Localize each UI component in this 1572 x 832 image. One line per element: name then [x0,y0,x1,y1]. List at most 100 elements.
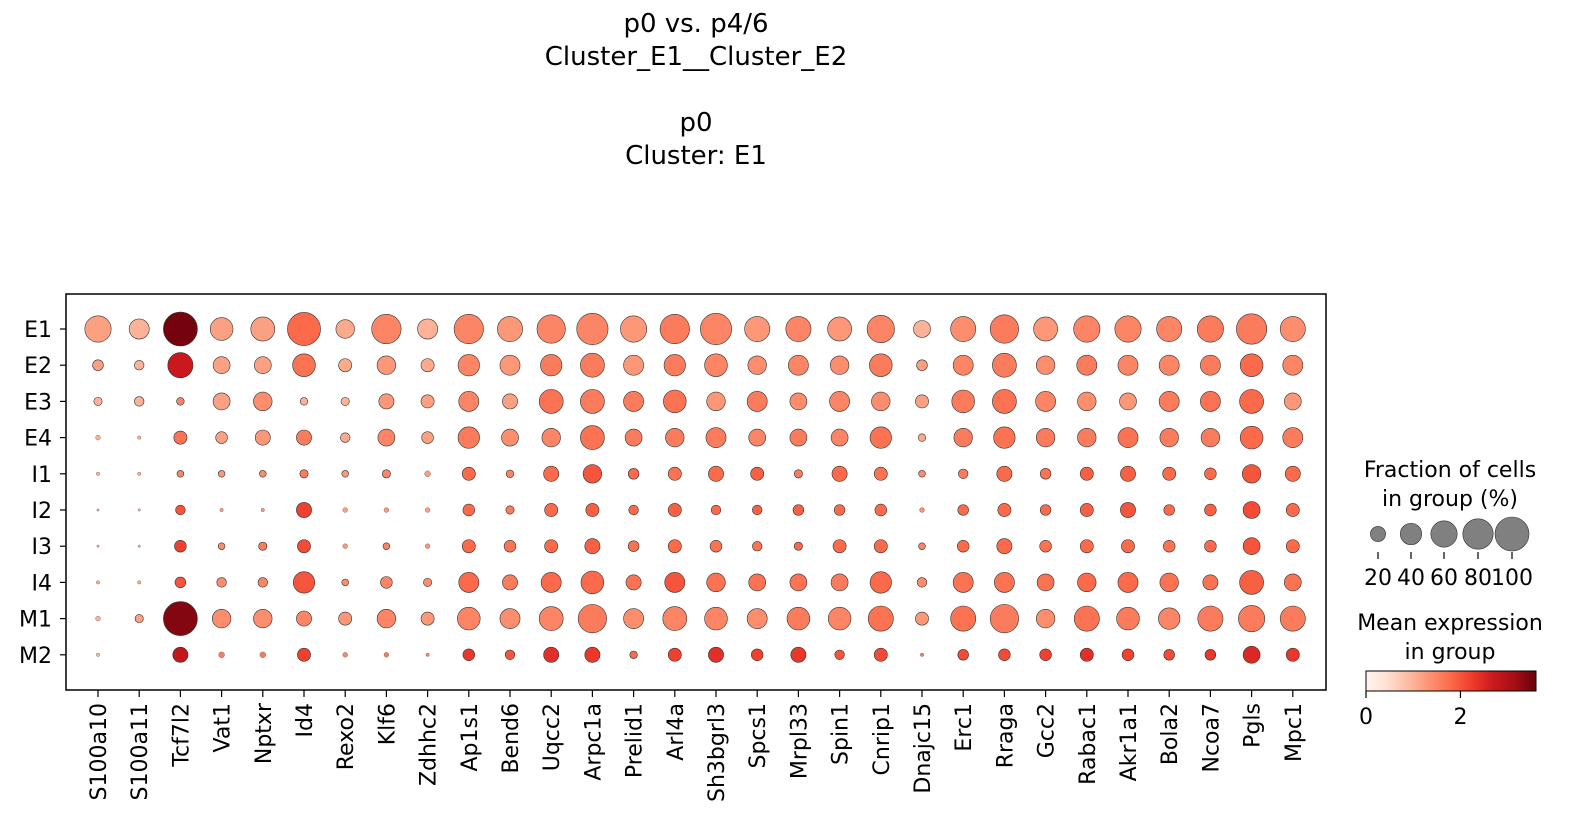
dot-E1-Ncoa7 [1196,315,1224,343]
dot-I2-Ncoa7 [1204,503,1217,517]
dot-E1-Sh3bgrl3 [700,313,732,345]
dot-E2-S100a11 [134,360,145,371]
dot-I1-Rexo2 [341,470,349,478]
dot-M2-Rexo2 [342,652,348,658]
dot-I2-Tcf7l2 [175,504,186,516]
size-legend-title: Fraction of cells in group (%) [1335,456,1565,514]
dot-E3-Prelid1 [623,391,644,412]
title-line-timepoint: p0 [679,108,713,138]
dot-I4-Pgls [1239,570,1264,595]
dot-I3-Spin1 [832,539,847,554]
dot-I4-Uqcc2 [540,572,562,593]
dot-E2-Prelid1 [623,354,644,376]
dot-E3-Zdhhc2 [420,394,435,409]
dot-E3-Ap1s1 [458,391,480,412]
dot-E2-Sh3bgrl3 [704,353,728,377]
dot-I2-Uqcc2 [544,503,559,517]
dot-E4-Arpc1a [580,425,605,450]
dot-M2-Id4 [297,647,311,662]
dot-E2-Cnrip1 [869,353,893,377]
dot-I3-Vat1 [217,542,226,550]
colorbar-tick-label: 2 [1453,705,1467,730]
y-tick-label: E3 [24,390,52,415]
title-line-cluster: Cluster: E1 [625,141,767,171]
dot-M1-Mrpl33 [786,606,811,631]
dot-M1-Erc1 [950,605,977,632]
dot-I4-Klf6 [380,576,393,589]
chart-title-block: p0 vs. p4/6 Cluster_E1__Cluster_E2 p0 Cl… [0,8,1392,173]
dot-E2-Klf6 [376,355,397,375]
size-legend-title-line2: in group (%) [1381,487,1518,512]
dot-E1-S100a10 [84,315,112,343]
dot-I1-Uqcc2 [543,465,560,482]
colorbar-tick-label: 0 [1359,705,1373,730]
y-tick-label: E4 [24,427,52,452]
dot-I3-Rabac1 [1079,539,1094,554]
x-tick-label: Sh3bgrl3 [705,703,730,802]
dot-I3-Ap1s1 [461,539,476,554]
y-tick-label: I3 [32,535,53,560]
dot-E1-Bola2 [1156,316,1183,342]
dot-E2-Bola2 [1158,354,1180,376]
dot-E1-Arl4a [659,313,690,345]
dot-E1-Gcc2 [1033,316,1058,342]
dot-E3-Bola2 [1158,391,1180,412]
x-tick-label: Bend6 [499,703,524,774]
dot-M2-Uqcc2 [543,646,560,663]
dot-E4-Rabac1 [1077,427,1097,448]
dot-I2-Mrpl33 [792,504,805,516]
dot-M1-Rabac1 [1073,605,1100,632]
dot-E4-Arl4a [665,427,685,448]
dot-I2-Zdhhc2 [425,507,431,513]
dot-E1-Tcf7l2 [163,311,198,347]
dot-I4-Arpc1a [580,570,605,595]
dot-M2-Vat1 [218,651,225,658]
dot-I3-Arpc1a [584,538,601,555]
dot-E2-Arl4a [663,354,686,377]
dot-E2-Pgls [1239,353,1264,377]
dot-E4-Spin1 [830,428,849,447]
dot-E2-Rabac1 [1076,354,1098,376]
dot-I2-Erc1 [957,504,969,516]
dot-I1-Rraga [996,465,1013,482]
size-legend-label: 40 [1397,566,1425,591]
dot-M2-Spin1 [834,649,845,660]
dot-I2-Bola2 [1163,504,1175,516]
dot-E3-Spin1 [829,391,850,412]
dot-E2-Arpc1a [580,352,605,378]
size-legend-dot [1462,518,1494,550]
dot-E2-Uqcc2 [540,354,563,377]
dot-M1-Id4 [296,610,312,627]
x-tick-label: Ncoa7 [1199,703,1224,773]
dot-I2-Gcc2 [1039,504,1052,516]
dot-M2-Sh3bgrl3 [708,646,724,663]
dot-I4-S100a10 [96,580,100,585]
dot-E1-Mpc1 [1279,316,1306,342]
dot-E1-Mrpl33 [785,316,812,342]
dot-M2-S100a10 [96,652,100,657]
dot-E4-Klf6 [377,428,396,447]
dot-I3-Pgls [1242,537,1261,556]
dot-E4-Prelid1 [624,428,643,447]
x-tick-label: S100a11 [128,703,153,800]
x-tick-label: Tcf7l2 [169,703,194,768]
dot-E2-Akr1a1 [1117,354,1139,376]
x-tick-label: Akr1a1 [1117,703,1142,781]
dot-E3-Arpc1a [580,389,605,414]
dot-E2-Bend6 [499,354,521,376]
dot-M1-Rexo2 [338,611,353,626]
size-legend-label: 80 [1464,566,1492,591]
dot-M2-Ncoa7 [1204,649,1217,661]
dot-E3-Mrpl33 [789,392,808,411]
dot-I4-Arl4a [664,572,686,593]
dot-I1-Spcs1 [750,466,765,481]
dot-E3-S100a10 [93,396,103,406]
dot-I1-S100a11 [137,471,142,476]
dot-E3-Erc1 [951,389,975,414]
dot-E4-Ap1s1 [457,426,480,449]
dot-I2-Pgls [1242,501,1261,519]
dot-M1-Bend6 [499,608,521,629]
dot-M1-Arpc1a [577,604,607,634]
dot-M2-Mrpl33 [790,646,807,663]
dot-M2-Bola2 [1163,649,1175,661]
